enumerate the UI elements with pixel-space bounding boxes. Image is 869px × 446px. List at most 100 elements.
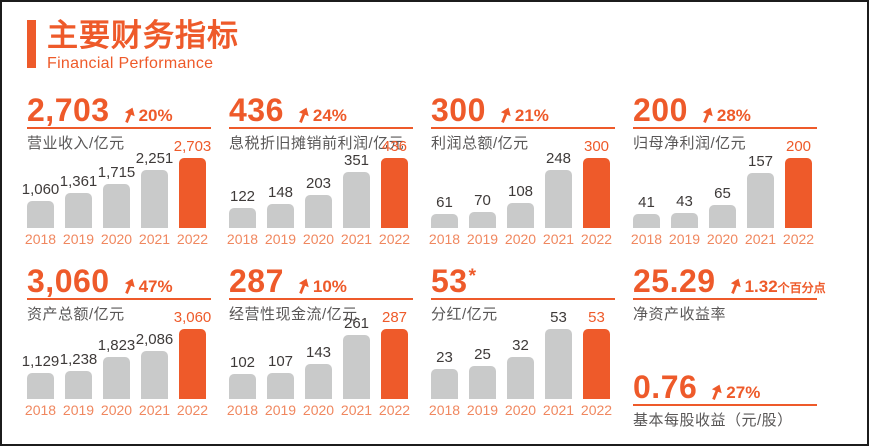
growth-value: 27% bbox=[726, 383, 761, 402]
bar-chart: 122 148 203 351 436 bbox=[229, 138, 408, 228]
bar bbox=[545, 170, 572, 228]
year-label: 2018 bbox=[24, 231, 57, 247]
growth-arrow-icon bbox=[124, 107, 135, 123]
footnote-asterisk: * bbox=[468, 266, 477, 287]
bar-value: 1,361 bbox=[59, 173, 98, 190]
bar bbox=[179, 329, 206, 399]
bar-value: 1,238 bbox=[59, 351, 98, 368]
bar bbox=[545, 329, 572, 399]
year-label: 2019 bbox=[466, 402, 499, 418]
bar bbox=[381, 158, 408, 228]
bar-value: 32 bbox=[512, 337, 529, 354]
bar-column: 43 bbox=[671, 193, 698, 228]
year-label: 2020 bbox=[100, 231, 133, 247]
chart-area: 经营性现金流/亿元 102 107 143 261 287 2018 2019 2020 2021… bbox=[226, 300, 413, 418]
bar bbox=[65, 193, 92, 228]
bar-column: 70 bbox=[469, 192, 496, 228]
metric-panel-3: 300 21% 利润总额/亿元 61 70 108 248 300 2018 2019 2020 20… bbox=[429, 92, 615, 247]
metric-headline: 53* bbox=[431, 263, 477, 299]
stat-block-2: 0.76 27% 基本每股收益（元/股） bbox=[633, 369, 817, 430]
year-label: 2020 bbox=[706, 231, 739, 247]
bar bbox=[65, 371, 92, 399]
growth-value: 21% bbox=[514, 106, 549, 125]
bar-chart: 23 25 32 53 53 bbox=[431, 309, 610, 399]
year-label: 2020 bbox=[100, 402, 133, 418]
year-label: 2022 bbox=[580, 231, 613, 247]
year-label: 2022 bbox=[378, 231, 411, 247]
bar-column: 65 bbox=[709, 185, 736, 228]
year-label: 2018 bbox=[226, 402, 259, 418]
growth-arrow-icon bbox=[702, 107, 713, 123]
bar bbox=[27, 373, 54, 399]
bar-column: 2,703 bbox=[174, 138, 211, 228]
divider-line bbox=[27, 298, 211, 300]
year-label: 2019 bbox=[466, 231, 499, 247]
growth-value: 24% bbox=[312, 106, 347, 125]
bar bbox=[469, 212, 496, 228]
bar-value: 2,703 bbox=[173, 138, 212, 155]
growth-arrow-icon bbox=[298, 278, 309, 294]
year-label: 2022 bbox=[580, 402, 613, 418]
bar bbox=[583, 158, 610, 228]
metric-headline: 436 bbox=[229, 92, 284, 128]
page-header: 主要财务指标 Financial Performance bbox=[27, 20, 867, 73]
bar-value: 200 bbox=[785, 138, 812, 155]
bar-value: 43 bbox=[676, 193, 693, 210]
metric-label: 归母净利润/亿元 bbox=[633, 135, 747, 152]
bar-value: 107 bbox=[267, 353, 294, 370]
bar-column: 53 bbox=[583, 309, 610, 399]
bar bbox=[267, 204, 294, 228]
year-label: 2020 bbox=[504, 402, 537, 418]
year-label: 2018 bbox=[226, 231, 259, 247]
bar-value: 23 bbox=[436, 349, 453, 366]
bar bbox=[381, 329, 408, 399]
metric-label: 营业收入/亿元 bbox=[27, 135, 125, 152]
x-axis-labels: 2018 2019 2020 2021 2022 bbox=[226, 402, 411, 418]
chart-area: 资产总额/亿元 1,129 1,238 1,823 2,086 3,060 2018 2019… bbox=[22, 300, 212, 418]
bar-column: 3,060 bbox=[174, 309, 211, 399]
bar bbox=[305, 364, 332, 399]
bar-value: 248 bbox=[545, 150, 572, 167]
bar-column: 1,060 bbox=[22, 181, 59, 228]
bar bbox=[431, 214, 458, 228]
metric-label: 息税折旧摊销前利润/亿元 bbox=[229, 135, 405, 152]
year-label: 2020 bbox=[302, 231, 335, 247]
bar bbox=[633, 214, 660, 228]
year-label: 2022 bbox=[378, 402, 411, 418]
bar bbox=[229, 374, 256, 399]
bar bbox=[583, 329, 610, 399]
metric-head: 200 28% bbox=[633, 92, 817, 128]
bar-value: 2,251 bbox=[135, 150, 174, 167]
metric-panel-7: 53* 分红/亿元 23 25 32 53 53 2018 2019 2020 2021 2022 bbox=[428, 263, 615, 418]
bar-value: 2,086 bbox=[135, 331, 174, 348]
year-label: 2020 bbox=[504, 231, 537, 247]
growth-arrow-icon bbox=[500, 107, 511, 123]
bar-value: 203 bbox=[305, 175, 332, 192]
bar-column: 261 bbox=[343, 315, 370, 399]
bar-column: 102 bbox=[229, 354, 256, 399]
bar bbox=[27, 201, 54, 228]
bar bbox=[671, 213, 698, 228]
bar-value: 53 bbox=[550, 309, 567, 326]
metric-headline: 2,703 bbox=[27, 92, 110, 128]
stat-panel: 25.29 1.32个百分点 净资产收益率 0.76 27% 基本每股收益（元/股） bbox=[633, 263, 826, 435]
metric-head: 287 10% bbox=[229, 263, 413, 299]
bar-column: 53 bbox=[545, 309, 572, 399]
bar-chart: 1,060 1,361 1,715 2,251 2,703 bbox=[22, 138, 211, 228]
bar-chart: 61 70 108 248 300 bbox=[431, 138, 610, 228]
bar-column: 23 bbox=[431, 349, 458, 399]
divider-line bbox=[229, 298, 413, 300]
bar-column: 287 bbox=[381, 309, 408, 399]
page-subtitle: Financial Performance bbox=[47, 55, 214, 72]
x-axis-labels: 2018 2019 2020 2021 2022 bbox=[25, 402, 208, 418]
stat-block-1: 25.29 1.32个百分点 净资产收益率 bbox=[633, 263, 826, 324]
bar bbox=[469, 366, 496, 399]
metric-panel-4: 200 28% 归母净利润/亿元 41 43 65 157 200 2018 2019 2020 20… bbox=[631, 92, 817, 247]
bar bbox=[507, 357, 534, 399]
bar bbox=[785, 158, 812, 228]
page-title: 主要财务指标 bbox=[47, 18, 239, 53]
year-label: 2022 bbox=[782, 231, 815, 247]
bar-column: 2,251 bbox=[136, 150, 173, 228]
metric-headline: 200 bbox=[633, 92, 688, 128]
year-label: 2018 bbox=[428, 402, 461, 418]
